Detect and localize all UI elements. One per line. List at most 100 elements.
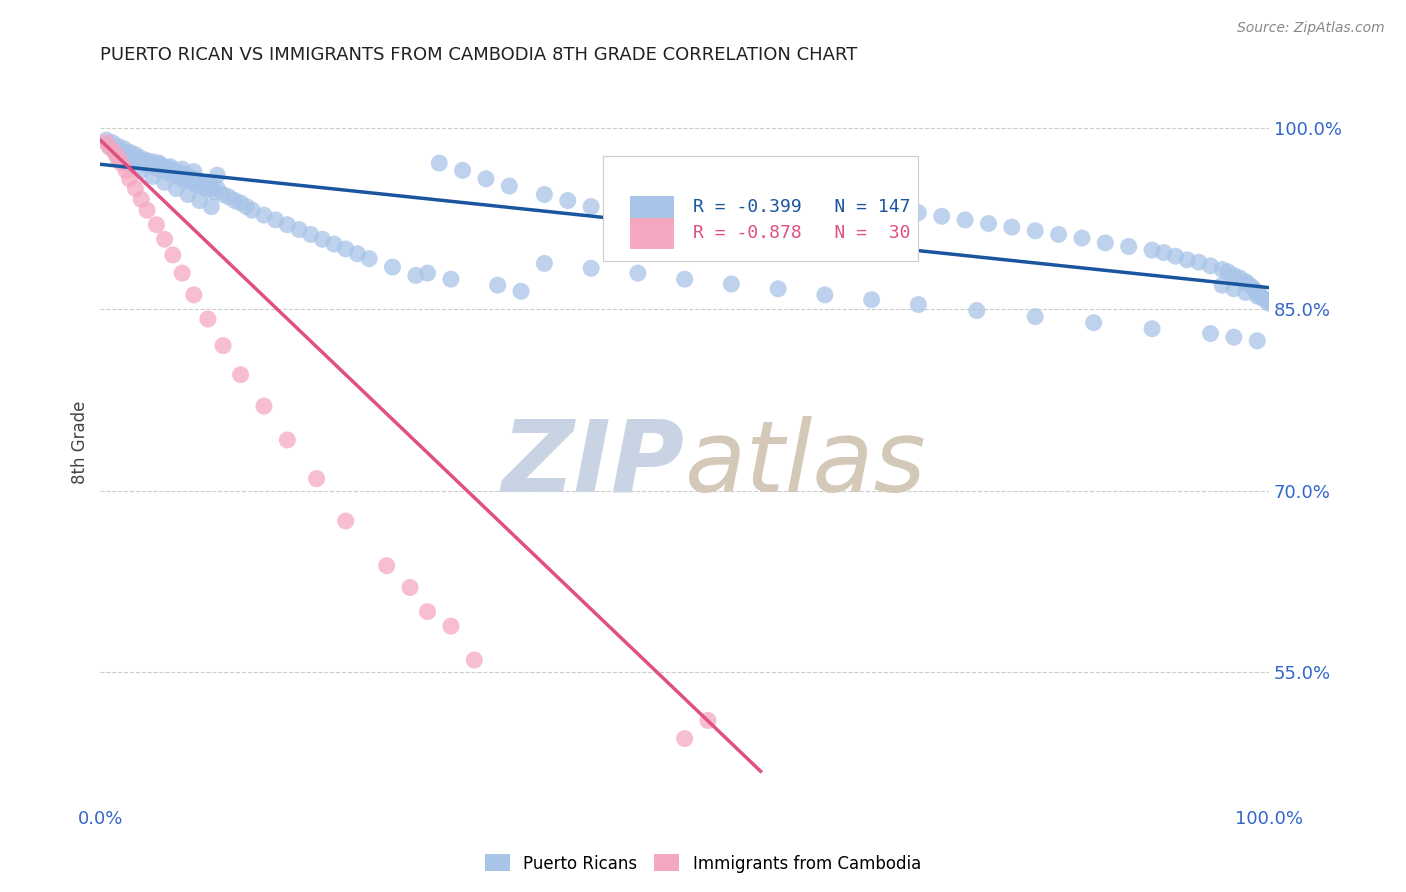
Point [145, 161, 167, 175]
Point [162, 168, 184, 182]
Point [673, 272, 696, 286]
Point [1216, 265, 1239, 279]
Point [1024, 310, 1046, 324]
Point [1229, 271, 1251, 285]
Point [1256, 293, 1278, 308]
Point [96, 133, 118, 147]
Point [1223, 330, 1246, 344]
Point [188, 174, 211, 188]
Point [112, 142, 135, 156]
Point [162, 248, 184, 262]
Point [1153, 245, 1175, 260]
Point [172, 167, 194, 181]
Point [124, 181, 146, 195]
Point [1199, 326, 1222, 341]
Point [150, 163, 173, 178]
Point [673, 731, 696, 746]
Point [1223, 268, 1246, 283]
Point [1246, 289, 1268, 303]
Point [205, 181, 228, 195]
Point [627, 266, 650, 280]
Point [264, 213, 287, 227]
Point [860, 293, 883, 307]
Point [136, 154, 159, 169]
Point [118, 157, 141, 171]
Text: Source: ZipAtlas.com: Source: ZipAtlas.com [1237, 21, 1385, 35]
Point [399, 581, 422, 595]
Point [375, 558, 398, 573]
Point [1094, 235, 1116, 250]
Point [129, 163, 152, 178]
Point [311, 232, 333, 246]
Point [1140, 322, 1163, 336]
Point [157, 166, 180, 180]
Point [288, 222, 311, 236]
Point [884, 202, 907, 216]
Point [180, 176, 202, 190]
Point [127, 154, 149, 169]
Point [359, 252, 381, 266]
Point [122, 151, 145, 165]
Point [579, 261, 602, 276]
Point [440, 619, 463, 633]
Point [533, 256, 555, 270]
Point [186, 178, 208, 192]
Point [153, 232, 176, 246]
Point [416, 266, 439, 280]
Point [142, 169, 165, 184]
Point [1258, 293, 1281, 307]
Point [142, 154, 165, 169]
Point [814, 288, 837, 302]
Point [323, 237, 346, 252]
Point [1223, 282, 1246, 296]
Point [837, 196, 859, 211]
Point [194, 177, 217, 191]
Point [1164, 249, 1187, 263]
Point [229, 196, 252, 211]
Point [731, 181, 754, 195]
Point [173, 173, 195, 187]
Point [165, 181, 187, 195]
Point [153, 160, 176, 174]
Legend: Puerto Ricans, Immigrants from Cambodia: Puerto Ricans, Immigrants from Cambodia [478, 847, 928, 880]
Point [183, 164, 205, 178]
Point [498, 179, 520, 194]
Text: R = -0.399   N = 147: R = -0.399 N = 147 [693, 198, 910, 217]
Point [240, 203, 263, 218]
Point [1258, 296, 1281, 310]
Point [1083, 316, 1105, 330]
FancyBboxPatch shape [603, 156, 918, 261]
Point [860, 198, 883, 212]
Point [977, 217, 1000, 231]
Point [110, 156, 132, 170]
Point [159, 160, 181, 174]
Point [1234, 285, 1257, 300]
Point [697, 714, 720, 728]
Point [1140, 243, 1163, 257]
Point [148, 157, 170, 171]
Point [193, 180, 215, 194]
Text: R = -0.878   N =  30: R = -0.878 N = 30 [693, 225, 910, 243]
Point [224, 194, 246, 208]
Point [129, 192, 152, 206]
Point [177, 169, 200, 184]
Point [931, 209, 953, 223]
Point [183, 288, 205, 302]
Point [1024, 224, 1046, 238]
Point [440, 272, 463, 286]
Point [103, 143, 125, 157]
Y-axis label: 8th Grade: 8th Grade [72, 401, 89, 484]
Point [107, 139, 129, 153]
Point [276, 218, 298, 232]
Point [381, 260, 404, 274]
Point [165, 164, 187, 178]
Point [115, 147, 138, 161]
Point [1001, 220, 1024, 235]
Point [673, 169, 696, 184]
Point [510, 285, 533, 299]
Point [346, 246, 368, 260]
Point [557, 194, 579, 208]
Point [427, 156, 450, 170]
Point [134, 157, 156, 171]
Point [966, 303, 988, 318]
